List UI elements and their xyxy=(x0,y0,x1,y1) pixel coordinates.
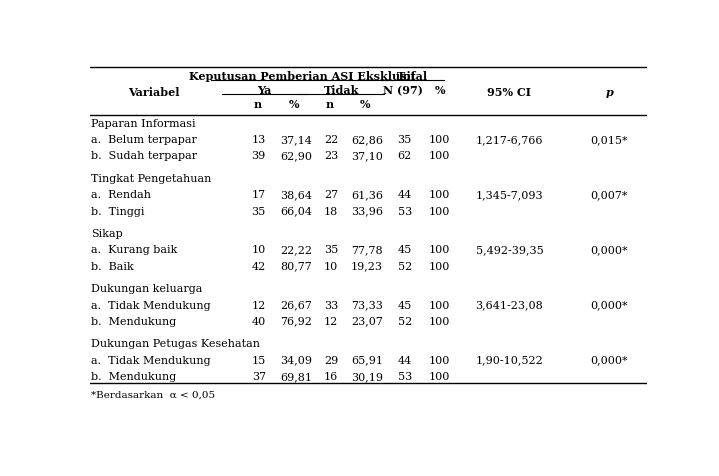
Text: 0,000*: 0,000* xyxy=(590,300,628,310)
Text: 100: 100 xyxy=(429,300,451,310)
Text: a.  Rendah: a. Rendah xyxy=(91,190,151,200)
Text: 29: 29 xyxy=(324,355,338,365)
Text: a.  Kurang baik: a. Kurang baik xyxy=(91,245,178,255)
Text: 62,90: 62,90 xyxy=(280,151,312,161)
Text: 44: 44 xyxy=(398,190,412,200)
Text: 0,000*: 0,000* xyxy=(590,245,628,255)
Text: b.  Sudah terpapar: b. Sudah terpapar xyxy=(91,151,197,161)
Text: 16: 16 xyxy=(324,371,338,381)
Text: b.  Tinggi: b. Tinggi xyxy=(91,206,145,216)
Text: 0,007*: 0,007* xyxy=(590,190,628,200)
Text: 0,015*: 0,015* xyxy=(590,135,628,145)
Text: b.  Mendukung: b. Mendukung xyxy=(91,316,176,326)
Text: 100: 100 xyxy=(429,261,451,271)
Text: 100: 100 xyxy=(429,371,451,381)
Text: Sikap: Sikap xyxy=(91,229,123,239)
Text: Keputusan Pemberian ASI Eksklusif: Keputusan Pemberian ASI Eksklusif xyxy=(190,71,416,82)
Text: 35: 35 xyxy=(398,135,412,145)
Text: 62,86: 62,86 xyxy=(351,135,383,145)
Text: 42: 42 xyxy=(252,261,266,271)
Text: b.  Baik: b. Baik xyxy=(91,261,134,271)
Text: 100: 100 xyxy=(429,135,451,145)
Text: 37,14: 37,14 xyxy=(280,135,312,145)
Text: 10: 10 xyxy=(252,245,266,255)
Text: 40: 40 xyxy=(252,316,266,326)
Text: 37,10: 37,10 xyxy=(351,151,383,161)
Text: 30,19: 30,19 xyxy=(351,371,383,381)
Text: a.  Belum terpapar: a. Belum terpapar xyxy=(91,135,197,145)
Text: 53: 53 xyxy=(398,206,412,216)
Text: 65,91: 65,91 xyxy=(351,355,383,365)
Text: 37: 37 xyxy=(252,371,266,381)
Text: 73,33: 73,33 xyxy=(351,300,383,310)
Text: Paparan Informasi: Paparan Informasi xyxy=(91,119,196,129)
Text: 100: 100 xyxy=(429,151,451,161)
Text: a.  Tidak Mendukung: a. Tidak Mendukung xyxy=(91,355,211,365)
Text: 95% CI: 95% CI xyxy=(487,87,531,98)
Text: 100: 100 xyxy=(429,245,451,255)
Text: Dukungan keluarga: Dukungan keluarga xyxy=(91,284,202,294)
Text: 100: 100 xyxy=(429,206,451,216)
Text: %: % xyxy=(289,99,300,109)
Text: 52: 52 xyxy=(398,261,412,271)
Text: 45: 45 xyxy=(398,245,412,255)
Text: 61,36: 61,36 xyxy=(351,190,383,200)
Text: 100: 100 xyxy=(429,355,451,365)
Text: 100: 100 xyxy=(429,316,451,326)
Text: Ya: Ya xyxy=(257,85,272,96)
Text: *Berdasarkan  α < 0,05: *Berdasarkan α < 0,05 xyxy=(91,390,215,399)
Text: 18: 18 xyxy=(324,206,338,216)
Text: %: % xyxy=(360,99,370,109)
Text: 35: 35 xyxy=(324,245,338,255)
Text: 1,90-10,522: 1,90-10,522 xyxy=(475,355,544,365)
Text: 13: 13 xyxy=(252,135,266,145)
Text: 3,641-23,08: 3,641-23,08 xyxy=(475,300,544,310)
Text: 1,345-7,093: 1,345-7,093 xyxy=(476,190,544,200)
Text: 45: 45 xyxy=(398,300,412,310)
Text: 77,78: 77,78 xyxy=(351,245,383,255)
Text: N (97): N (97) xyxy=(383,85,423,96)
Text: Total: Total xyxy=(396,71,428,82)
Text: 35: 35 xyxy=(252,206,266,216)
Text: 38,64: 38,64 xyxy=(280,190,312,200)
Text: Dukungan Petugas Kesehatan: Dukungan Petugas Kesehatan xyxy=(91,339,260,349)
Text: a.  Tidak Mendukung: a. Tidak Mendukung xyxy=(91,300,211,310)
Text: 23: 23 xyxy=(324,151,338,161)
Text: 1,217-6,766: 1,217-6,766 xyxy=(476,135,544,145)
Text: 22,22: 22,22 xyxy=(280,245,312,255)
Text: Tidak: Tidak xyxy=(324,85,359,96)
Text: 27: 27 xyxy=(324,190,338,200)
Text: 5,492-39,35: 5,492-39,35 xyxy=(475,245,544,255)
Text: 80,77: 80,77 xyxy=(280,261,312,271)
Text: 12: 12 xyxy=(324,316,338,326)
Text: n: n xyxy=(326,99,334,109)
Text: b.  Mendukung: b. Mendukung xyxy=(91,371,176,381)
Text: 53: 53 xyxy=(398,371,412,381)
Text: 69,81: 69,81 xyxy=(280,371,312,381)
Text: 0,000*: 0,000* xyxy=(590,355,628,365)
Text: 22: 22 xyxy=(324,135,338,145)
Text: 33,96: 33,96 xyxy=(351,206,383,216)
Text: 39: 39 xyxy=(252,151,266,161)
Text: Tingkat Pengetahuan: Tingkat Pengetahuan xyxy=(91,174,211,184)
Text: n: n xyxy=(254,99,262,109)
Text: 44: 44 xyxy=(398,355,412,365)
Text: 34,09: 34,09 xyxy=(280,355,312,365)
Text: %: % xyxy=(434,85,445,96)
Text: 26,67: 26,67 xyxy=(280,300,312,310)
Text: 52: 52 xyxy=(398,316,412,326)
Text: Variabel: Variabel xyxy=(128,87,180,98)
Text: 15: 15 xyxy=(252,355,266,365)
Text: 17: 17 xyxy=(252,190,266,200)
Text: 23,07: 23,07 xyxy=(351,316,383,326)
Text: 62: 62 xyxy=(398,151,412,161)
Text: 10: 10 xyxy=(324,261,338,271)
Text: 19,23: 19,23 xyxy=(351,261,383,271)
Text: 12: 12 xyxy=(252,300,266,310)
Text: 66,04: 66,04 xyxy=(280,206,312,216)
Text: 76,92: 76,92 xyxy=(280,316,312,326)
Text: 33: 33 xyxy=(324,300,338,310)
Text: p: p xyxy=(605,87,613,98)
Text: 100: 100 xyxy=(429,190,451,200)
